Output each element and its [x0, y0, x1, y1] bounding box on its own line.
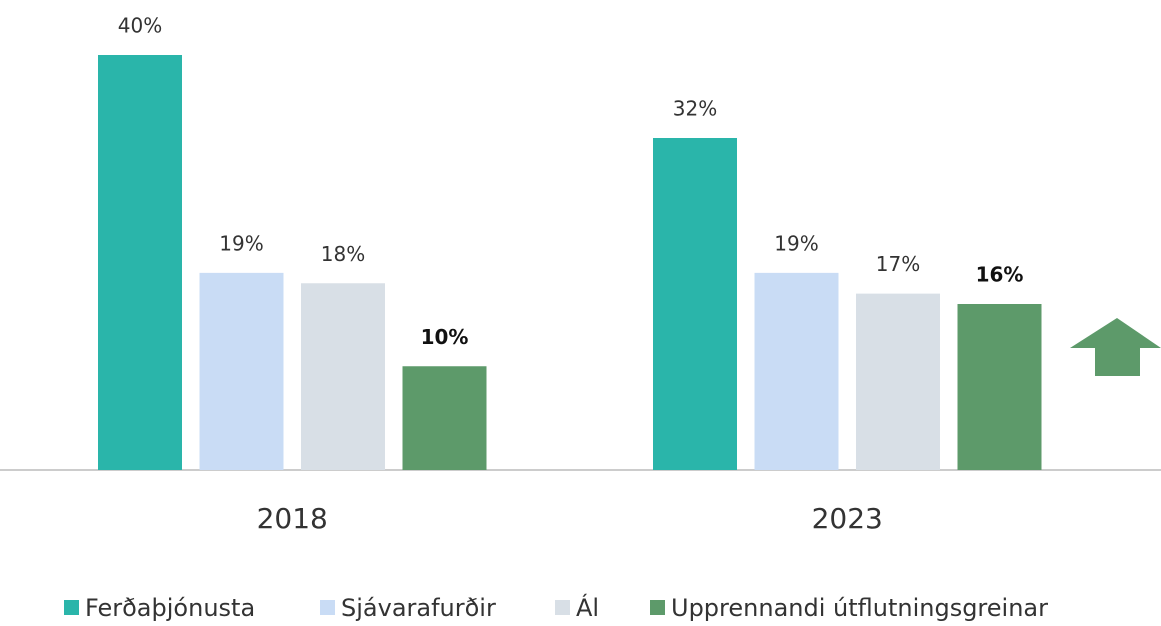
legend-swatch	[650, 600, 665, 615]
legend-label: Ál	[576, 593, 599, 622]
value-label: 10%	[421, 325, 469, 349]
value-label: 32%	[673, 97, 717, 121]
bar	[301, 283, 385, 470]
value-label: 17%	[876, 252, 920, 276]
legend-label: Upprennandi útflutningsgreinar	[671, 594, 1048, 622]
bar	[754, 272, 839, 470]
bar	[957, 304, 1042, 470]
bar	[402, 366, 487, 470]
bar	[653, 138, 737, 470]
value-label: 16%	[976, 263, 1024, 287]
legend-swatch	[555, 600, 570, 615]
bar	[199, 272, 284, 470]
bar	[856, 293, 940, 470]
legend-swatch	[320, 600, 335, 615]
legend-swatch	[64, 600, 79, 615]
legend-label: Sjávarafurðir	[341, 594, 496, 622]
up-arrow	[1070, 318, 1161, 376]
value-label: 18%	[321, 242, 365, 266]
bar	[98, 55, 182, 470]
value-label: 19%	[219, 231, 263, 255]
x-tick-label: 2023	[812, 502, 883, 535]
legend-label: Ferðaþjónusta	[85, 594, 255, 622]
value-label: 19%	[774, 231, 818, 255]
x-tick-label: 2018	[257, 502, 328, 535]
value-label: 40%	[118, 14, 162, 38]
